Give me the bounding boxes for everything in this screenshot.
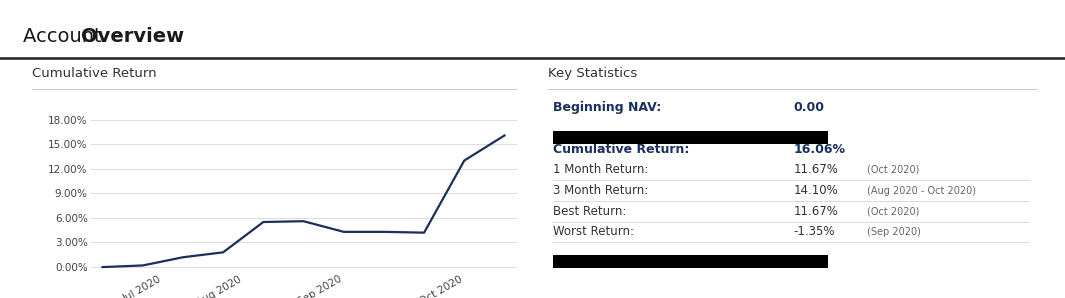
Text: (Aug 2020 - Oct 2020): (Aug 2020 - Oct 2020) — [867, 186, 976, 195]
Text: Key Statistics: Key Statistics — [548, 67, 638, 80]
Text: Cumulative Return: Cumulative Return — [32, 67, 157, 80]
Text: (Oct 2020): (Oct 2020) — [867, 206, 919, 216]
Text: Beginning NAV:: Beginning NAV: — [554, 101, 661, 114]
Text: Cumulative Return:: Cumulative Return: — [554, 143, 690, 156]
Text: (Oct 2020): (Oct 2020) — [867, 165, 919, 175]
Text: 1 Month Return:: 1 Month Return: — [554, 163, 649, 176]
Text: Best Return:: Best Return: — [554, 205, 626, 218]
Text: 3 Month Return:: 3 Month Return: — [554, 184, 649, 197]
Text: 16.06%: 16.06% — [793, 143, 846, 156]
Text: 14.10%: 14.10% — [793, 184, 838, 197]
Text: Account: Account — [23, 27, 109, 46]
Text: Worst Return:: Worst Return: — [554, 225, 635, 238]
Bar — [554, 254, 828, 268]
Text: 11.67%: 11.67% — [793, 163, 838, 176]
Bar — [554, 131, 828, 144]
Text: -1.35%: -1.35% — [793, 225, 835, 238]
Text: 11.67%: 11.67% — [793, 205, 838, 218]
Text: (Sep 2020): (Sep 2020) — [867, 227, 921, 237]
Text: 0.00: 0.00 — [793, 101, 824, 114]
Text: Overview: Overview — [81, 27, 184, 46]
